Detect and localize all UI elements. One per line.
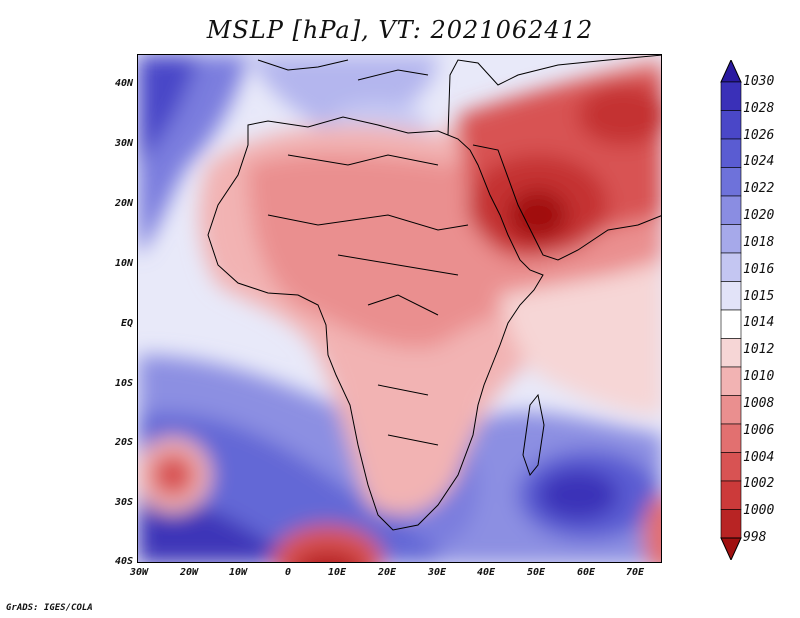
colorbar-level-label: 1030 [743, 74, 775, 89]
colorbar-swatch [720, 81, 742, 111]
colorbar-swatch [720, 395, 742, 425]
colorbar-level-label: 1010 [743, 369, 775, 385]
colorbar-swatch [720, 110, 742, 140]
colorbar-swatch [720, 366, 742, 396]
colorbar [720, 60, 742, 560]
colorbar-level-label: 1028 [743, 100, 775, 116]
x-tick-label: 0 [284, 567, 292, 578]
colorbar-max-arrow [720, 60, 742, 83]
colorbar-level-label: 1014 [743, 315, 775, 331]
coastlines [207, 55, 661, 531]
colorbar-level-label: 1022 [743, 181, 775, 197]
colorbar-swatch [720, 423, 742, 453]
y-tick-label: 30N [114, 138, 133, 149]
y-tick-label: 20S [114, 437, 133, 448]
chart-title: MSLP [hPa], VT: 2021062412 [206, 16, 594, 44]
footer-credit: GrADS: IGES/COLA [6, 603, 93, 613]
x-tick-label: 10E [327, 567, 347, 578]
colorbar-level-label: 1006 [743, 422, 775, 438]
x-tick-label: 30W [129, 567, 149, 578]
x-tick-label: 60E [576, 567, 596, 578]
colorbar-level-label: 1008 [743, 395, 775, 411]
colorbar-swatch [720, 224, 742, 254]
colorbar-swatch [720, 252, 742, 282]
y-tick-label: 40N [114, 78, 133, 89]
colorbar-min-arrow [720, 537, 742, 560]
y-tick-label: 20N [114, 198, 133, 209]
colorbar-level-label: 1024 [743, 154, 775, 170]
colorbar-level-label: 1026 [743, 127, 775, 143]
pressure-field-svg [138, 55, 661, 562]
y-tick-label: 10N [114, 258, 133, 269]
colorbar-swatch [720, 309, 742, 339]
colorbar-swatch [720, 452, 742, 482]
pressure-shading [138, 55, 661, 562]
colorbar-level-label: 1012 [743, 342, 775, 358]
colorbar-level-label: 1015 [743, 288, 775, 304]
x-tick-label: 20E [377, 567, 397, 578]
x-tick-label: 50E [526, 567, 546, 578]
colorbar-level-label: 1020 [743, 208, 775, 224]
colorbar-swatch [720, 167, 742, 197]
colorbar-level-label: 998 [743, 530, 767, 545]
colorbar-swatch [720, 338, 742, 368]
y-tick-label: 10S [114, 378, 133, 389]
colorbar-swatch [720, 480, 742, 510]
colorbar-level-label: 1000 [743, 503, 775, 519]
y-tick-label: EQ [120, 318, 133, 329]
x-tick-label: 20W [179, 567, 199, 578]
colorbar-level-label: 1004 [743, 449, 775, 465]
colorbar-swatch [720, 138, 742, 168]
colorbar-level-label: 1002 [743, 476, 775, 492]
colorbar-swatch [720, 195, 742, 225]
x-tick-label: 40E [476, 567, 496, 578]
colorbar-swatch [720, 281, 742, 311]
y-tick-label: 30S [114, 497, 133, 508]
colorbar-level-label: 1016 [743, 261, 775, 277]
y-tick-label: 40S [114, 556, 133, 567]
x-tick-label: 70E [625, 567, 645, 578]
pressure-map [137, 54, 662, 563]
colorbar-swatch [720, 509, 742, 539]
x-tick-label: 10W [228, 567, 248, 578]
x-tick-label: 30E [427, 567, 447, 578]
colorbar-level-label: 1018 [743, 234, 775, 250]
